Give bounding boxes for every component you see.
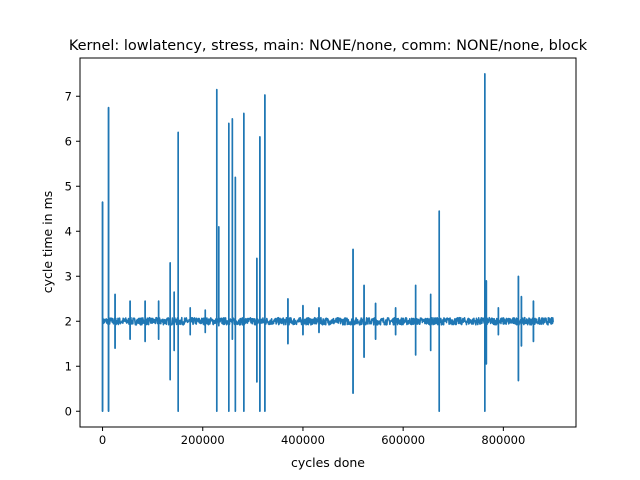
y-tick-label: 1	[65, 359, 72, 373]
x-tick-label: 200000	[181, 433, 225, 447]
y-axis-label: cycle time in ms	[40, 191, 55, 294]
x-tick-label: 800000	[481, 433, 525, 447]
y-tick-label: 4	[65, 224, 72, 238]
x-tick-label: 400000	[281, 433, 325, 447]
axes-frame	[79, 57, 577, 428]
y-tick-label: 6	[65, 134, 72, 148]
ticks-layer: 0 200000 400000 600000 800000 0 1 2 3 4 5 6 7	[65, 89, 526, 447]
chart-title: Kernel: lowlatency, stress, main: NONE/n…	[69, 38, 588, 54]
y-tick-label: 2	[65, 314, 72, 328]
x-tick-label: 600000	[381, 433, 425, 447]
y-tick-label: 5	[65, 179, 72, 193]
plot-layer	[101, 72, 554, 413]
x-tick-label: 0	[99, 433, 106, 447]
series-line	[101, 72, 554, 413]
y-tick-label: 3	[65, 269, 72, 283]
x-axis-label: cycles done	[291, 455, 365, 470]
y-tick-label: 7	[65, 89, 72, 103]
y-tick-label: 0	[65, 404, 72, 418]
